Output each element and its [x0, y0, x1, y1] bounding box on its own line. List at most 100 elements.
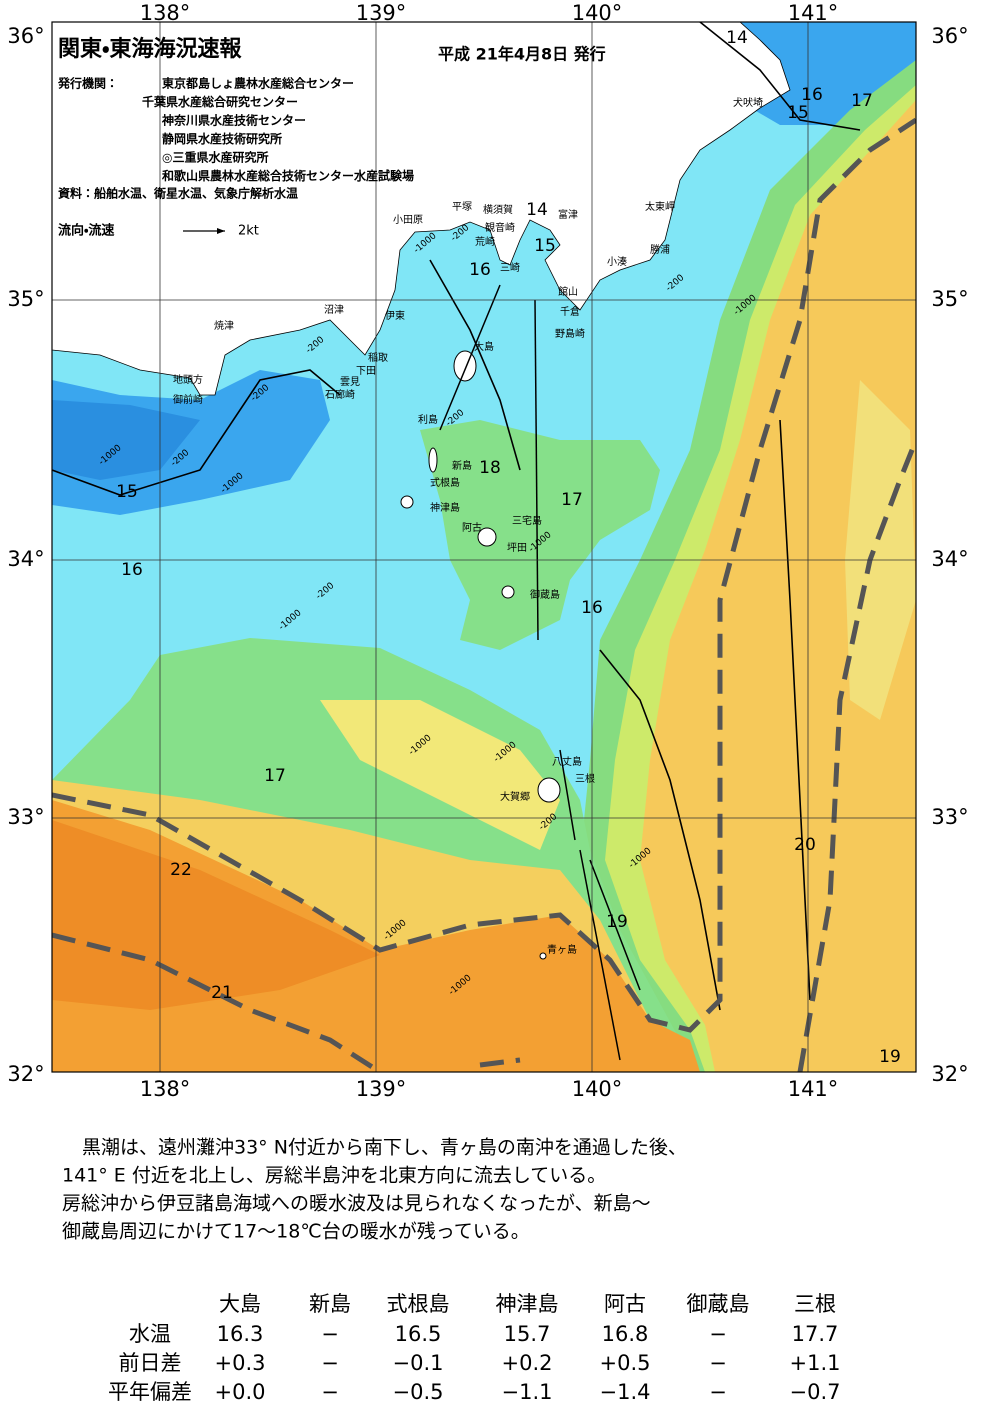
place-label: 石廊崎 — [325, 388, 355, 401]
place-label: 新島 — [452, 459, 472, 472]
table-cell: −1.1 — [502, 1380, 553, 1404]
source: 資料：船舶水温、衛星水温、気象庁解析水温 — [58, 186, 298, 201]
place-label: 野島崎 — [555, 327, 585, 340]
lon-label: 140° — [572, 1077, 623, 1101]
place-label: 横須賀 — [483, 203, 513, 216]
title: 関東・東海海況速報 — [58, 36, 242, 62]
temp-contour-label: 14 — [726, 28, 748, 48]
table-cell: −0.1 — [393, 1351, 444, 1375]
lon-label: 141° — [788, 1, 839, 25]
table-cell: 16.8 — [602, 1322, 649, 1346]
place-label: 富津 — [558, 208, 578, 221]
map-frame — [51, 21, 917, 1073]
legend-arrowhead — [217, 228, 225, 234]
lat-label: 33° — [7, 805, 44, 829]
table-cell: − — [321, 1322, 339, 1346]
place-label: 青ヶ島 — [547, 943, 577, 956]
lon-label: 138° — [140, 1077, 191, 1101]
place-label: 焼津 — [214, 320, 234, 332]
temp-contour-label: 18 — [479, 458, 501, 478]
issuer: 静岡県水産技術研究所 — [162, 131, 282, 146]
legend-scale: 2kt — [238, 224, 259, 239]
place-label: 三宅島 — [512, 514, 542, 527]
place-label: 小田原 — [393, 214, 423, 226]
lon-label: 139° — [356, 1077, 407, 1101]
table-cell: − — [709, 1351, 727, 1375]
table-cell: −1.4 — [600, 1380, 651, 1404]
table-cell: 16.5 — [395, 1322, 442, 1346]
temp-contour-label: 16 — [121, 560, 143, 580]
summary-line: 黒潮は、遠州灘沖33° N付近から南下し、青ヶ島の南沖を通過した後、 — [82, 1137, 687, 1159]
temp-contour-label: 17 — [851, 91, 873, 111]
map-area — [52, 22, 916, 1072]
date: 平成 21年4月8日 発行 — [438, 45, 606, 64]
issuer-label: 発行機関： — [57, 76, 118, 91]
lat-label: 36° — [931, 24, 968, 48]
place-label: 観音崎 — [485, 221, 515, 234]
place-label: 地頭方 — [173, 373, 203, 386]
place-label: 神津島 — [430, 501, 460, 514]
table-cell: −0.7 — [790, 1380, 841, 1404]
place-label: 大島 — [474, 340, 494, 353]
place-label: 阿古 — [462, 521, 482, 534]
table-header: 御蔵島 — [687, 1292, 750, 1316]
issuer: ◎三重県水産研究所 — [162, 150, 268, 165]
table-header: 新島 — [309, 1292, 351, 1316]
temp-contour-label: 15 — [787, 103, 809, 123]
place-label: 沼津 — [324, 303, 344, 316]
issuer: 千葉県水産総合研究センター — [142, 94, 298, 109]
temp-contour-label: 14 — [526, 200, 548, 220]
place-label: 犬吠埼 — [733, 96, 763, 109]
current-arrows — [439, 284, 641, 1061]
lon-label: 141° — [788, 1077, 839, 1101]
temp-contour-label: 21 — [211, 983, 233, 1003]
table-cell: − — [321, 1351, 339, 1375]
table-header: 大島 — [219, 1292, 261, 1316]
table-header: 三根 — [794, 1292, 836, 1316]
temp-contour-label: 16 — [581, 598, 603, 618]
table-cell: 15.7 — [504, 1322, 551, 1346]
place-label: 千倉 — [560, 306, 580, 318]
table-cell: − — [321, 1380, 339, 1404]
table-header: 式根島 — [387, 1292, 450, 1316]
table-cell: − — [709, 1380, 727, 1404]
temp-contour-label: 15 — [534, 236, 556, 256]
place-label: 勝浦 — [650, 243, 670, 256]
grid — [52, 22, 916, 1072]
temp-contour-label: 22 — [170, 860, 192, 880]
temp-contour-label: 16 — [469, 260, 491, 280]
lat-label: 36° — [7, 24, 44, 48]
temp-contour-label: 17 — [264, 766, 286, 786]
row-label: 水温 — [129, 1322, 171, 1346]
table-header: 阿古 — [604, 1292, 646, 1316]
place-label: 坪田 — [507, 541, 527, 554]
table-header: 神津島 — [496, 1292, 559, 1316]
lat-label: 35° — [7, 287, 44, 311]
lat-label: 32° — [931, 1062, 968, 1086]
table-cell: −0.5 — [393, 1380, 444, 1404]
temp-contour-label: 16 — [801, 85, 823, 105]
temp-contour-label: 20 — [794, 835, 816, 855]
table-cell: +0.3 — [215, 1351, 266, 1375]
table-cell: 17.7 — [792, 1322, 839, 1346]
table-cell: − — [709, 1322, 727, 1346]
place-label: 御前崎 — [173, 393, 203, 406]
summary-line: 御蔵島周辺にかけて17～18℃台の暖水が残っている。 — [62, 1221, 530, 1243]
temp-contour-label: 15 — [116, 482, 138, 502]
place-label: 大賀郷 — [500, 790, 530, 803]
place-label: 雲見 — [340, 376, 360, 388]
lat-label: 34° — [931, 547, 968, 571]
issuer: 神奈川県水産技術センター — [161, 113, 306, 128]
table-cell: +0.5 — [600, 1351, 651, 1375]
place-label: 八丈島 — [552, 755, 582, 768]
lat-label: 32° — [7, 1062, 44, 1086]
temp-contour-label: 19 — [879, 1047, 901, 1067]
place-label: 平塚 — [452, 201, 472, 213]
place-label: 三崎 — [500, 261, 520, 274]
lon-label: 139° — [356, 1, 407, 25]
place-label: 小湊 — [607, 255, 627, 268]
temp-contour-label: 19 — [606, 912, 628, 932]
place-label: 式根島 — [430, 476, 460, 489]
table-cell: 16.3 — [217, 1322, 264, 1346]
